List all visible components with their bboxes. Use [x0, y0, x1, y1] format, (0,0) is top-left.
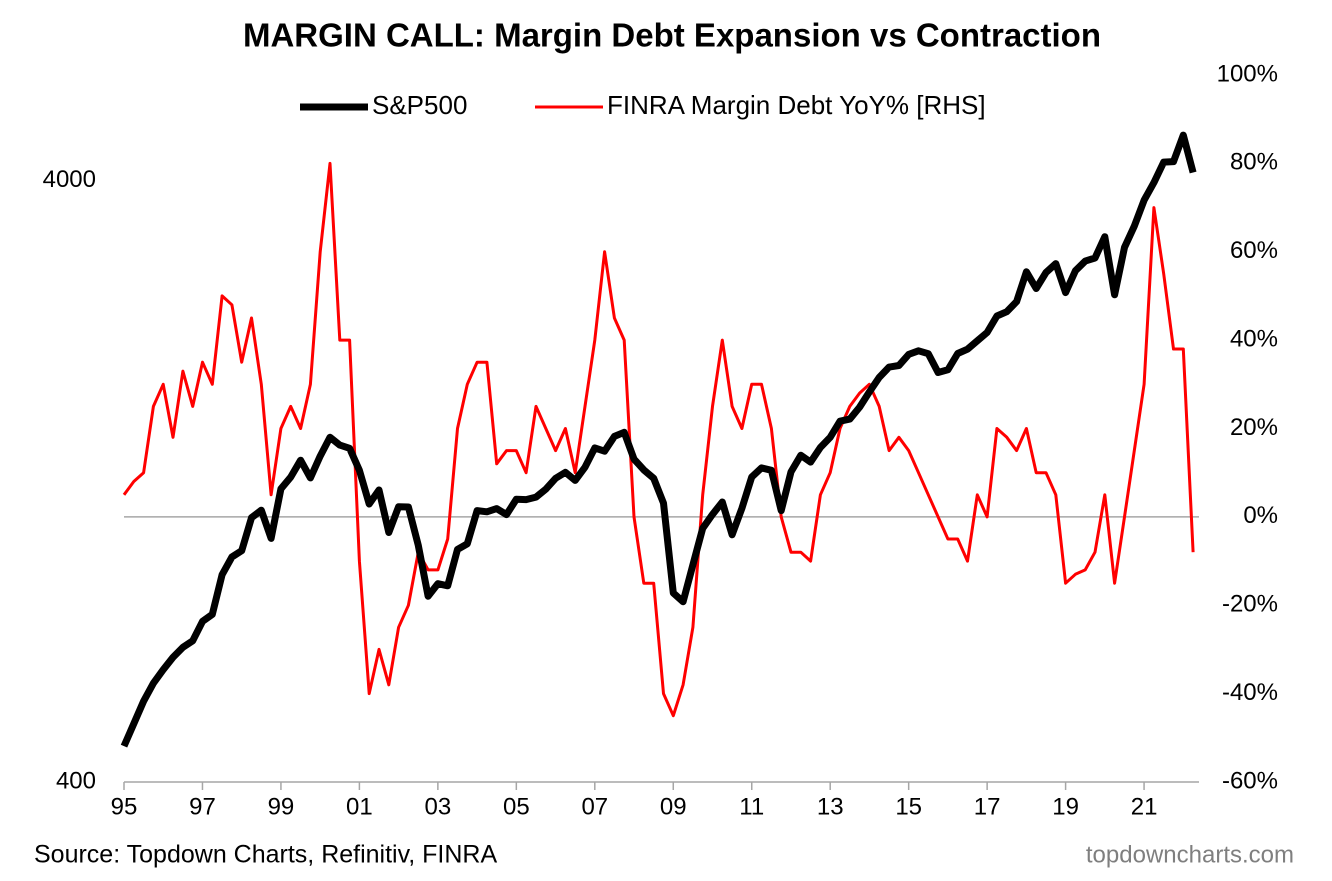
y2-tick-label: -60% [1222, 767, 1278, 794]
y2-tick-label: 40% [1230, 325, 1278, 352]
x-tick-label: 95 [111, 793, 138, 820]
watermark: topdowncharts.com [1086, 841, 1294, 868]
source-note: Source: Topdown Charts, Refinitiv, FINRA [34, 841, 497, 869]
x-tick-label: 05 [503, 793, 530, 820]
x-tick-label: 01 [346, 793, 373, 820]
x-tick-label: 99 [268, 793, 295, 820]
y2-tick-label: 60% [1230, 237, 1278, 264]
x-tick-label: 11 [739, 793, 764, 820]
y2-tick-label: 20% [1230, 414, 1278, 441]
legend-label: FINRA Margin Debt YoY% [RHS] [607, 90, 986, 120]
x-tick-label: 19 [1052, 793, 1079, 820]
x-tick-label: 17 [974, 793, 1001, 820]
y2-tick-label: -20% [1222, 591, 1278, 618]
series-line [120, 131, 1197, 748]
x-tick-label: 15 [895, 793, 922, 820]
chart-title: MARGIN CALL: Margin Debt Expansion vs Co… [243, 17, 1101, 54]
x-tick-label: 13 [817, 793, 844, 820]
legend-label: S&P500 [372, 90, 467, 120]
y2-tick-label: -40% [1222, 679, 1278, 706]
x-tick-label: 03 [425, 793, 452, 820]
series-line [122, 161, 1195, 718]
x-tick-label: 97 [189, 793, 216, 820]
y2-tick-label: 100% [1217, 60, 1278, 87]
x-tick-label: 07 [581, 793, 608, 820]
x-tick-label: 09 [660, 793, 687, 820]
y-tick-label: 400 [56, 767, 96, 794]
y2-tick-label: 0% [1243, 502, 1278, 529]
y2-tick-label: 80% [1230, 149, 1278, 176]
y-tick-label: 4000 [43, 166, 96, 193]
x-tick-label: 21 [1131, 793, 1158, 820]
